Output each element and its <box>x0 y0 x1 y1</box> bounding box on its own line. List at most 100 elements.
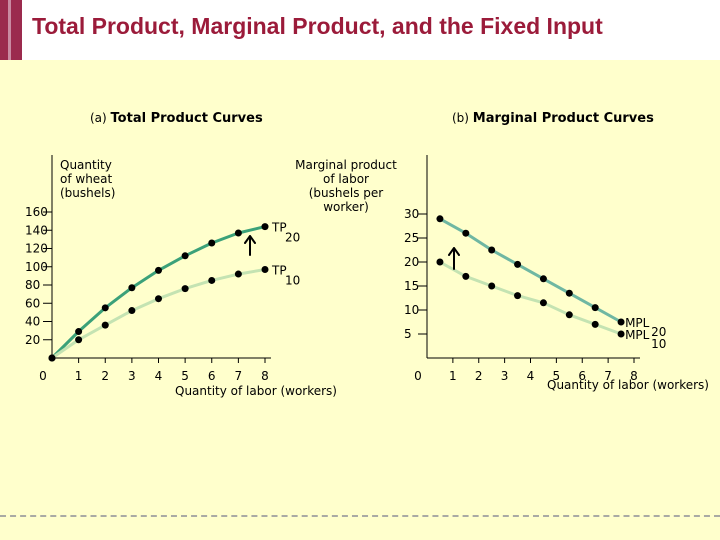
tp10-label-subscript: 10 <box>285 273 300 287</box>
marginal-product-y-axis-label: (bushels per <box>309 186 384 200</box>
mpl10-label: MPL <box>625 328 650 342</box>
footer-divider <box>0 515 720 517</box>
slide-header: Total Product, Marginal Product, and the… <box>0 0 720 60</box>
total-product-x-tick-label: 0 <box>39 369 47 383</box>
tp10-point <box>261 265 269 273</box>
tp10-curve <box>51 268 266 360</box>
tp20-point <box>261 223 269 231</box>
mpl20-point <box>617 318 625 326</box>
tp20-label-subscript: 20 <box>285 231 300 245</box>
total-product-x-tick-label: 5 <box>181 369 189 383</box>
total-product-x-tick-label: 8 <box>261 369 269 383</box>
marginal-product-x-tick-label: 2 <box>475 369 483 383</box>
total-product-y-axis-label: (bushels) <box>60 186 115 200</box>
total-product-x-tick-label: 3 <box>128 369 136 383</box>
mpl20-point <box>539 275 547 283</box>
marginal-product-y-axis-label: of labor <box>323 172 369 186</box>
mpl20-point <box>462 229 470 237</box>
mpl10-point <box>591 320 599 328</box>
mpl20-point <box>565 289 573 297</box>
marginal-product-x-tick-label: 5 <box>553 369 561 383</box>
marginal-product-x-tick-label: 4 <box>527 369 535 383</box>
tp10-point <box>208 276 216 284</box>
marginal-product-y-axis-label: Marginal product <box>295 158 397 172</box>
total-product-title: (a) Total Product Curves <box>90 111 263 126</box>
marginal-product-x-tick-label: 7 <box>604 369 612 383</box>
tp10-point <box>48 354 56 362</box>
mpl20-point <box>436 215 444 223</box>
tp10-point <box>101 321 109 329</box>
slide-title: Total Product, Marginal Product, and the… <box>32 13 603 39</box>
total-product-y-axis-label: of wheat <box>60 172 113 186</box>
total-product-x-tick-label: 2 <box>101 369 109 383</box>
marginal-product-y-tick-label: 10 <box>404 303 419 317</box>
marginal-product-x-tick-label: 6 <box>578 369 586 383</box>
total-product-y-tick-label: 100 <box>25 260 48 274</box>
mpl20-label-subscript: 20 <box>651 325 666 339</box>
tp20-point <box>75 328 83 336</box>
tp10-point <box>75 336 83 344</box>
mpl10-point <box>436 258 444 266</box>
total-product-x-tick-label: 1 <box>75 369 83 383</box>
mpl20-point <box>488 246 496 254</box>
mpl20-point <box>514 260 522 268</box>
marginal-product-panel-letter: (b) <box>452 111 473 125</box>
marginal-product-y-tick-label: 20 <box>404 255 419 269</box>
marginal-product-x-axis-label: Quantity of labor (workers) <box>547 378 709 392</box>
total-product-y-axis-label: Quantity <box>60 158 112 172</box>
total-product-shift-arrow <box>244 235 256 256</box>
header-accent-bar <box>0 0 22 60</box>
total-product-panel-letter: (a) <box>90 111 111 125</box>
mpl10-curve <box>439 260 622 336</box>
total-product-y-tick-label: 20 <box>25 333 40 347</box>
total-product-title-text: Total Product Curves <box>111 111 263 126</box>
marginal-product-title: (b) Marginal Product Curves <box>452 111 654 126</box>
tp10-point <box>234 270 242 278</box>
total-product-y-tick-label: 40 <box>25 315 40 329</box>
mpl10-point <box>514 292 522 300</box>
mpl10-label-subscript: 10 <box>651 337 666 351</box>
total-product-y-tick-label: 60 <box>25 296 40 310</box>
tp20-point <box>101 304 109 312</box>
tp20-point <box>128 284 136 292</box>
tp20-label: TP <box>271 221 287 235</box>
total-product-x-tick-label: 6 <box>208 369 216 383</box>
total-product-y-tick-label: 120 <box>25 242 48 256</box>
marginal-product-shift-arrow <box>448 247 460 270</box>
total-product-x-axis-label: Quantity of labor (workers) <box>175 384 337 398</box>
marginal-product-y-tick-label: 30 <box>404 207 419 221</box>
tp20-point <box>208 239 216 247</box>
marginal-product-x-tick-label: 1 <box>449 369 457 383</box>
total-product-y-tick-label: 140 <box>25 223 48 237</box>
mpl10-point <box>488 282 496 290</box>
marginal-product-title-text: Marginal Product Curves <box>473 111 654 126</box>
marginal-product-x-tick-label: 3 <box>501 369 509 383</box>
mpl20-curve <box>439 217 622 324</box>
marginal-product-panel: (b) Marginal Product Curves Marginal prod… <box>295 111 709 392</box>
mpl20-label: MPL <box>625 316 650 330</box>
mpl10-point <box>617 330 625 338</box>
marginal-product-y-axis-label: worker) <box>323 200 369 214</box>
mpl10-point <box>462 272 470 280</box>
mpl10-point <box>539 299 547 307</box>
marginal-product-y-tick-label: 5 <box>404 327 412 341</box>
marginal-product-y-tick-label: 15 <box>404 279 419 293</box>
total-product-x-tick-label: 7 <box>235 369 243 383</box>
tp10-label: TP <box>271 263 287 277</box>
mpl10-point <box>565 311 573 319</box>
marginal-product-x-tick-label: 0 <box>414 369 422 383</box>
tp20-point <box>155 266 162 274</box>
total-product-y-tick-label: 160 <box>25 205 48 219</box>
tp10-point <box>155 295 162 303</box>
marginal-product-y-tick-label: 25 <box>404 231 419 245</box>
tp10-point <box>128 307 136 315</box>
total-product-x-tick-label: 4 <box>155 369 163 383</box>
total-product-y-tick-label: 80 <box>25 278 40 292</box>
mpl20-point <box>591 304 599 312</box>
tp20-point <box>234 229 242 237</box>
tp10-point <box>181 285 189 293</box>
tp20-point <box>181 252 189 260</box>
marginal-product-x-tick-label: 8 <box>630 369 638 383</box>
